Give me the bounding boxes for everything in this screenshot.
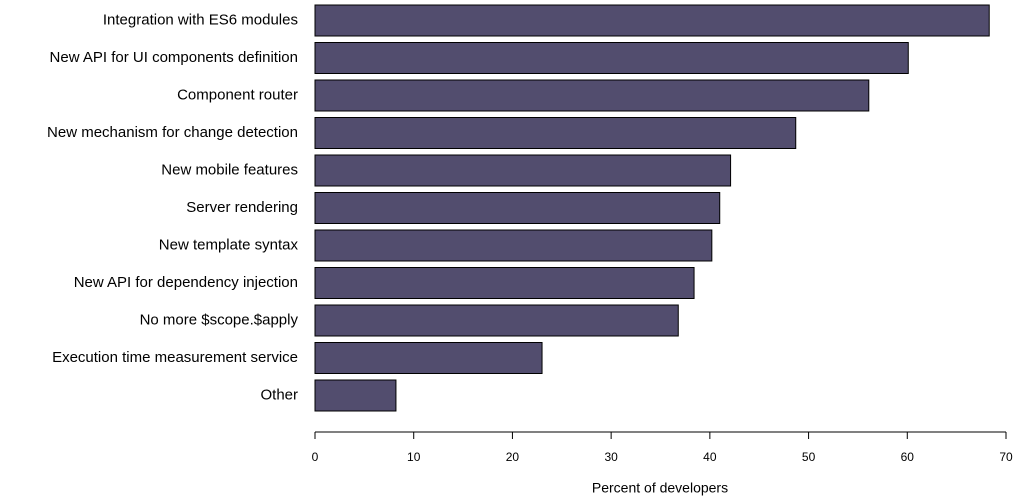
bar — [314, 192, 721, 224]
category-labels: Integration with ES6 modules New API for … — [47, 11, 298, 403]
bar — [314, 42, 909, 74]
x-axis: 0 10 20 30 40 50 60 70 — [312, 431, 1013, 464]
x-tick-label: 30 — [604, 450, 618, 464]
category-label: New mobile features — [161, 161, 298, 178]
x-axis-title: Percent of developers — [592, 480, 728, 496]
x-tick-label: 20 — [506, 450, 520, 464]
category-label: New template syntax — [159, 236, 299, 253]
bar — [314, 304, 679, 337]
bar-group — [314, 4, 990, 412]
x-tick-label: 70 — [999, 450, 1013, 464]
category-label: New API for UI components definition — [50, 49, 298, 66]
bar — [314, 79, 870, 112]
category-label: Server rendering — [186, 199, 298, 216]
bar — [314, 342, 543, 374]
bar — [314, 154, 732, 187]
x-tick-label: 50 — [802, 450, 816, 464]
x-tick-label: 60 — [901, 450, 915, 464]
bar — [314, 4, 990, 37]
category-label: Execution time measurement service — [52, 349, 298, 366]
category-label: New mechanism for change detection — [47, 124, 298, 141]
x-tick-label: 40 — [703, 450, 717, 464]
x-tick-label: 10 — [407, 450, 421, 464]
category-label: No more $scope.$apply — [140, 311, 299, 328]
category-label: Integration with ES6 modules — [103, 11, 298, 28]
bar — [314, 117, 797, 149]
bar — [314, 267, 695, 299]
bar — [314, 229, 713, 262]
category-label: Other — [260, 386, 298, 403]
x-tick-label: 0 — [312, 450, 319, 464]
category-label: Component router — [177, 86, 298, 103]
category-label: New API for dependency injection — [74, 274, 298, 291]
bar — [314, 379, 397, 412]
